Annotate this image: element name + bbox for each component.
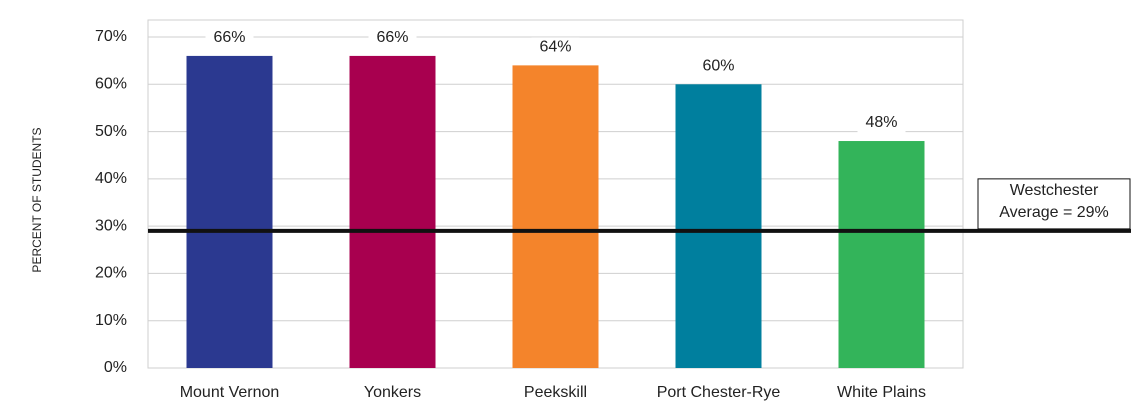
y-tick-label: 60% xyxy=(95,76,127,93)
y-tick-label: 40% xyxy=(95,170,127,187)
x-tick-label: Mount Vernon xyxy=(180,384,280,401)
bar xyxy=(186,55,273,369)
value-label: 60% xyxy=(702,58,734,75)
value-label-bg xyxy=(857,113,906,134)
reference-label-box xyxy=(977,178,1131,230)
reference-label: Average = 29% xyxy=(999,204,1109,221)
value-label-bg xyxy=(531,37,580,58)
value-label: 64% xyxy=(539,39,571,56)
y-tick-label: 30% xyxy=(95,217,127,234)
value-label-bg xyxy=(368,27,417,48)
x-tick-label: Port Chester-Rye xyxy=(657,384,781,401)
value-label: 66% xyxy=(213,29,245,46)
bar xyxy=(675,84,762,369)
bar xyxy=(512,65,599,368)
value-label: 48% xyxy=(865,114,897,131)
reference-label: Westchester xyxy=(1010,182,1099,199)
y-axis-label: PERCENT OF STUDENTS xyxy=(30,127,44,272)
y-tick-label: 50% xyxy=(95,123,127,140)
x-tick-label: Peekskill xyxy=(524,384,587,401)
x-tick-label: Yonkers xyxy=(364,384,421,401)
value-label-bg xyxy=(205,27,254,48)
value-label-bg xyxy=(694,56,743,77)
y-tick-label: 10% xyxy=(95,312,127,329)
y-tick-label: 70% xyxy=(95,28,127,45)
value-label: 66% xyxy=(376,29,408,46)
y-tick-label: 20% xyxy=(95,265,127,282)
bar xyxy=(838,141,925,368)
bar xyxy=(349,55,436,369)
y-tick-label: 0% xyxy=(104,359,127,376)
x-tick-label: White Plains xyxy=(837,384,926,401)
